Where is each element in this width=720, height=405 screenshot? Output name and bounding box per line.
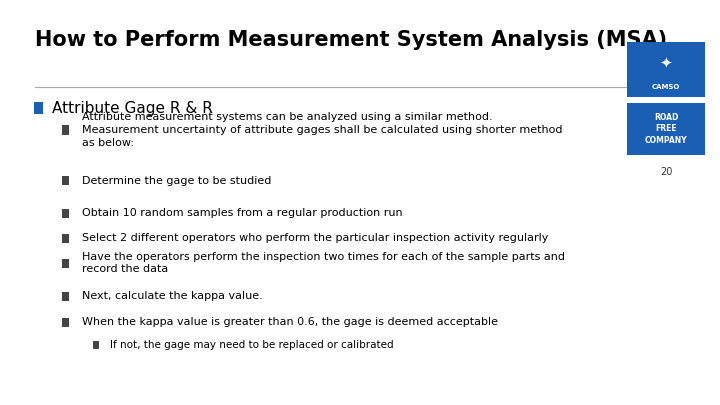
- Text: If not, the gage may need to be replaced or calibrated: If not, the gage may need to be replaced…: [110, 340, 394, 350]
- Text: Select 2 different operators who perform the particular inspection activity regu: Select 2 different operators who perform…: [82, 233, 549, 243]
- Text: ROAD
FREE
COMPANY: ROAD FREE COMPANY: [644, 113, 688, 145]
- Text: Obtain 10 random samples from a regular production run: Obtain 10 random samples from a regular …: [82, 208, 402, 218]
- Text: Have the operators perform the inspection two times for each of the sample parts: Have the operators perform the inspectio…: [82, 252, 565, 275]
- Text: Attribute measurement systems can be analyzed using a similar method.
Measuremen: Attribute measurement systems can be ana…: [82, 112, 562, 148]
- Text: Determine the gage to be studied: Determine the gage to be studied: [82, 176, 271, 186]
- Text: 20: 20: [660, 167, 672, 177]
- Text: CAMSO: CAMSO: [652, 84, 680, 90]
- Text: ✦: ✦: [660, 55, 672, 70]
- Text: How to Perform Measurement System Analysis (MSA): How to Perform Measurement System Analys…: [35, 30, 667, 50]
- Text: Attribute Gage R & R: Attribute Gage R & R: [52, 100, 213, 115]
- Text: Next, calculate the kappa value.: Next, calculate the kappa value.: [82, 291, 263, 301]
- Text: When the kappa value is greater than 0.6, the gage is deemed acceptable: When the kappa value is greater than 0.6…: [82, 317, 498, 327]
